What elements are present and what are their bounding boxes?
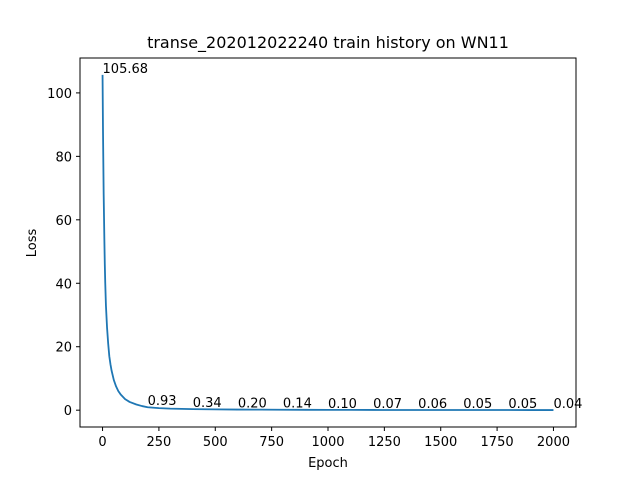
plot-area: 0 250 500 750 1000 1250 1500 1750 2000 0 20 40 60 80 1… [47, 62, 582, 450]
y-tick-label: 40 [55, 277, 72, 292]
data-annotation: 0.93 [148, 394, 177, 409]
y-tick-label: 80 [55, 150, 72, 165]
plot-frame [79, 57, 577, 428]
data-annotation: 0.07 [373, 397, 402, 412]
x-tick-label: 500 [203, 435, 228, 450]
x-tick-label: 1500 [424, 435, 457, 450]
loss-series-line [101, 74, 554, 411]
x-tick-label: 1250 [368, 435, 401, 450]
data-annotation: 0.04 [553, 397, 582, 412]
y-tick-label: 0 [64, 404, 72, 419]
x-tick-label: 250 [146, 435, 171, 450]
data-annotation: 0.20 [238, 397, 267, 412]
x-tick-label: 1750 [481, 435, 514, 450]
data-annotation: 105.68 [103, 62, 149, 77]
x-tick-label: 0 [98, 435, 106, 450]
data-annotation: 0.06 [418, 397, 447, 412]
data-annotation: 0.34 [193, 396, 222, 411]
x-axis-label: Epoch [308, 456, 348, 471]
x-tick-label: 1000 [311, 435, 344, 450]
data-annotation: 0.05 [508, 397, 537, 412]
x-tick-label: 2000 [537, 435, 570, 450]
y-axis-label: Loss [25, 229, 40, 258]
chart-title: transe_202012022240 train history on WN1… [147, 33, 509, 53]
y-tick-label: 20 [55, 341, 72, 356]
x-tick-label: 750 [259, 435, 284, 450]
y-tick-label: 100 [47, 87, 72, 102]
y-tick-label: 60 [55, 214, 72, 229]
data-annotation: 0.05 [463, 397, 492, 412]
data-annotation: 0.10 [328, 397, 357, 412]
data-annotation: 0.14 [283, 397, 312, 412]
